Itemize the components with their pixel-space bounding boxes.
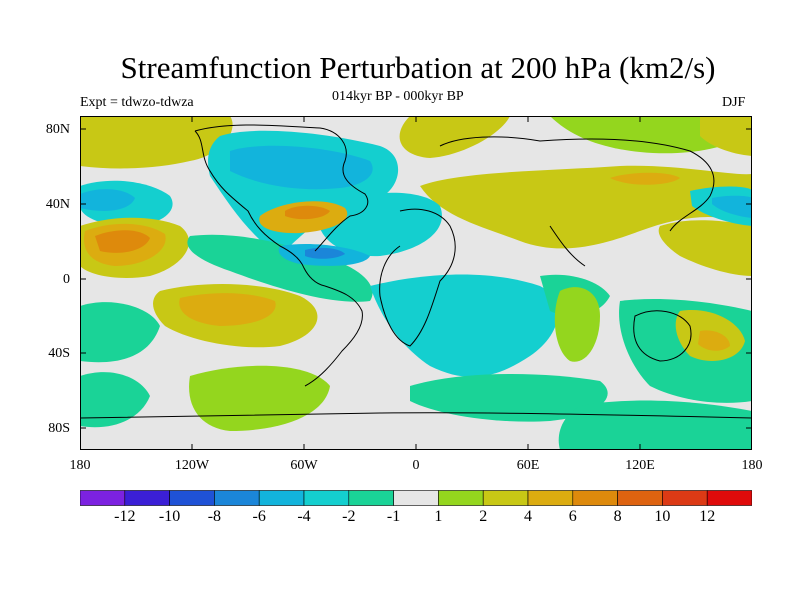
lat-label-80n: 80N <box>45 122 70 137</box>
colorbar-box <box>80 490 126 506</box>
colorbar-box <box>214 490 260 506</box>
axis-ticks <box>80 116 752 450</box>
neg-anomaly-west-pacific-core <box>712 195 752 218</box>
lat-label-40n: 40N <box>45 197 70 212</box>
colorbar-box <box>706 490 752 506</box>
lon-label-120w: 120W <box>174 458 210 473</box>
colorbar-box <box>393 490 439 506</box>
colorbar-box <box>348 490 394 506</box>
colorbar-label: 10 <box>654 508 671 525</box>
lat-label-40s: 40S <box>48 346 70 361</box>
lon-label-60e: 60E <box>516 458 540 473</box>
neg-anomaly-africa-indian <box>370 274 559 377</box>
season-label: DJF <box>722 95 746 110</box>
colorbar-box <box>258 490 305 506</box>
neg-anomaly-canada-core <box>230 145 373 190</box>
colorbar-label: -6 <box>252 508 266 525</box>
colorbar-box <box>438 490 484 506</box>
lon-label-60w: 60W <box>290 458 318 473</box>
colorbar-box <box>169 490 215 506</box>
colorbar-label: 1 <box>434 508 443 525</box>
colorbar-label: -10 <box>158 508 181 525</box>
neg-anomaly-southern-indian <box>410 374 608 422</box>
pos-anomaly-northeast-pacific-edge <box>700 116 752 156</box>
experiment-label: Expt = tdwzo-tdwza <box>80 95 194 110</box>
colorbar-label: -2 <box>342 508 356 525</box>
pos-anomaly-central-asia <box>610 172 680 185</box>
colorbar-label: 12 <box>699 508 716 525</box>
colorbar-label: -8 <box>207 508 222 525</box>
lat-label-80s: 80S <box>48 421 70 436</box>
neg-anomaly-north-atlantic <box>318 192 442 257</box>
lon-label-180e: 180 <box>741 458 763 473</box>
colorbar-box <box>662 490 708 506</box>
pos-anomaly-pacific-core <box>95 230 150 253</box>
neg-anomaly-antarctic-pacific <box>80 372 150 428</box>
lon-label-120e: 120E <box>625 458 655 473</box>
pos-anomaly-indian-south <box>554 287 600 362</box>
streamfunction-map <box>80 116 752 450</box>
colorbar-label: 4 <box>524 508 532 525</box>
lon-label-180w: 180 <box>69 458 91 473</box>
colorbar-label: -12 <box>114 508 136 525</box>
neg-anomaly-tropical-america <box>187 234 373 302</box>
pos-anomaly-northwest-pacific <box>658 220 752 276</box>
colorbar-label: 2 <box>479 508 488 525</box>
colorbar-label: -1 <box>386 508 401 525</box>
pos-anomaly-south-pacific-core <box>179 293 276 326</box>
colorbar-box <box>617 490 663 506</box>
neg-anomaly-south-pacific-midlat <box>80 302 160 363</box>
coastlines <box>80 124 752 419</box>
pos-anomaly-northeast-atlantic <box>399 116 510 158</box>
colorbar-label: 6 <box>568 508 577 525</box>
colorbar-box <box>303 490 350 506</box>
colorbar-box <box>527 490 574 506</box>
colorbar <box>80 490 752 506</box>
colorbar-label: -4 <box>297 508 311 525</box>
colorbar-box <box>124 490 170 506</box>
colorbar-box <box>482 490 529 506</box>
neg-anomaly-antarctic-indian <box>558 400 752 450</box>
colorbar-box <box>572 490 618 506</box>
pos-anomaly-atlantic-core <box>285 205 330 220</box>
pos-anomaly-northpacific-arctic <box>80 116 233 169</box>
colorbar-label: 8 <box>613 508 622 525</box>
pos-anomaly-new-zealand-core <box>698 330 730 351</box>
lat-label-eq: 0 <box>63 272 70 287</box>
chart-title: Streamfunction Perturbation at 200 hPa (… <box>120 50 716 85</box>
neg-anomaly-pacific-core <box>80 189 135 211</box>
lon-label-0: 0 <box>412 458 420 473</box>
chart-subtitle: 014kyr BP - 000kyr BP <box>332 89 464 104</box>
pos-anomaly-eurasia <box>420 165 752 249</box>
